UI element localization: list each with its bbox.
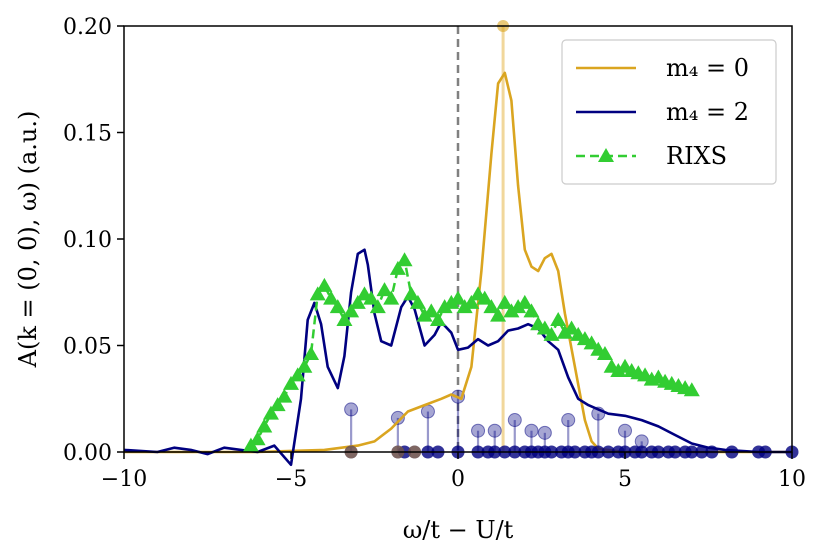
legend-box <box>561 39 777 185</box>
stem-marker <box>344 402 359 417</box>
rixs-marker <box>349 294 366 309</box>
y-tick-label: 0.10 <box>63 228 112 253</box>
y-axis-label: A(k = (0, 0), ω) (a.u.) <box>14 111 42 369</box>
rixs-marker <box>429 311 446 326</box>
rixs-marker <box>490 307 507 322</box>
stem-marker <box>507 413 522 428</box>
series-line-2 <box>123 248 792 467</box>
stem-marker <box>471 423 486 438</box>
stem-layer <box>344 389 649 452</box>
y-tick-label: 0.20 <box>63 15 112 40</box>
rixs-marker <box>269 397 286 412</box>
rixs-marker <box>416 307 433 322</box>
rixs-marker <box>323 290 340 305</box>
legend-item: m₄ = 2 <box>576 98 749 126</box>
x-tick-label: 10 <box>778 467 806 492</box>
y-tick-label: 0.15 <box>63 122 112 147</box>
rixs-marker <box>523 303 540 318</box>
rixs-marker <box>276 388 293 403</box>
rixs-marker <box>409 294 426 309</box>
tick-layer: −10 −5 0 5 10 0.00 0.05 0.10 0.15 0.20 <box>63 15 806 492</box>
rixs-marker <box>396 252 413 267</box>
y-tick-label: 0.05 <box>63 335 112 360</box>
rixs-marker <box>583 335 600 350</box>
rixs-marker <box>363 290 380 305</box>
rixs-marker <box>536 320 553 335</box>
rixs-marker <box>283 375 299 390</box>
rixs-marker <box>389 260 406 275</box>
legend-label: RIXS <box>666 142 727 170</box>
rixs-marker <box>336 311 353 326</box>
legend-label: m₄ = 0 <box>666 54 749 82</box>
legend-marker <box>598 148 614 162</box>
rixs-marker <box>436 299 453 314</box>
rixs-marker <box>450 290 466 305</box>
rixs-marker <box>256 418 273 433</box>
series-layer <box>123 71 792 467</box>
rixs-marker <box>262 405 279 420</box>
legend-item: RIXS <box>576 142 727 170</box>
stem-marker <box>524 423 539 438</box>
stem-marker <box>487 423 502 438</box>
stem-marker <box>537 425 552 440</box>
rixs-marker <box>329 299 346 314</box>
rixs-marker <box>550 311 567 326</box>
x-tick-label: 5 <box>618 467 632 492</box>
stem-marker <box>561 413 576 428</box>
rixs-marker <box>516 294 533 309</box>
rixs-marker <box>296 358 313 373</box>
legend: m₄ = 0 m₄ = 2 RIXS <box>561 39 777 185</box>
rixs-marker <box>683 382 700 397</box>
stem-marker <box>618 423 632 438</box>
rixs-marker <box>383 290 400 305</box>
rixs-marker <box>510 299 527 314</box>
rixs-marker <box>403 286 420 301</box>
rixs-marker <box>556 324 573 339</box>
legend-label: m₄ = 2 <box>666 98 749 126</box>
legend-item: m₄ = 0 <box>576 54 749 82</box>
rixs-marker <box>463 294 480 309</box>
rixs-marker <box>443 294 460 309</box>
rixs-marker <box>289 367 306 382</box>
rixs-marker <box>596 346 613 361</box>
stem-marker <box>390 410 405 425</box>
rixs-marker <box>563 320 580 335</box>
x-axis-label: ω/t − U/t <box>403 516 514 544</box>
rixs-marker <box>309 286 326 301</box>
reference-lines <box>456 26 505 452</box>
rixs-marker <box>456 299 473 314</box>
rixs-marker <box>376 282 393 297</box>
rixs-marker <box>369 299 386 314</box>
stem-marker <box>420 404 435 419</box>
rixs-marker <box>423 303 440 318</box>
rixs-marker <box>343 303 360 318</box>
rixs-marker <box>543 326 560 341</box>
x-tick-label: −5 <box>275 467 307 492</box>
rixs-marker <box>496 294 513 309</box>
rixs-marker <box>303 346 320 361</box>
rixs-marker <box>483 299 500 314</box>
rixs-marker <box>503 303 520 318</box>
rixs-marker <box>476 290 493 305</box>
x-tick-label: 0 <box>451 467 465 492</box>
rixs-marker <box>610 363 627 378</box>
x-tick-label: −10 <box>101 467 147 492</box>
rixs-marker <box>316 277 333 292</box>
y-tick-label: 0.00 <box>63 441 112 466</box>
rixs-marker <box>249 431 266 446</box>
